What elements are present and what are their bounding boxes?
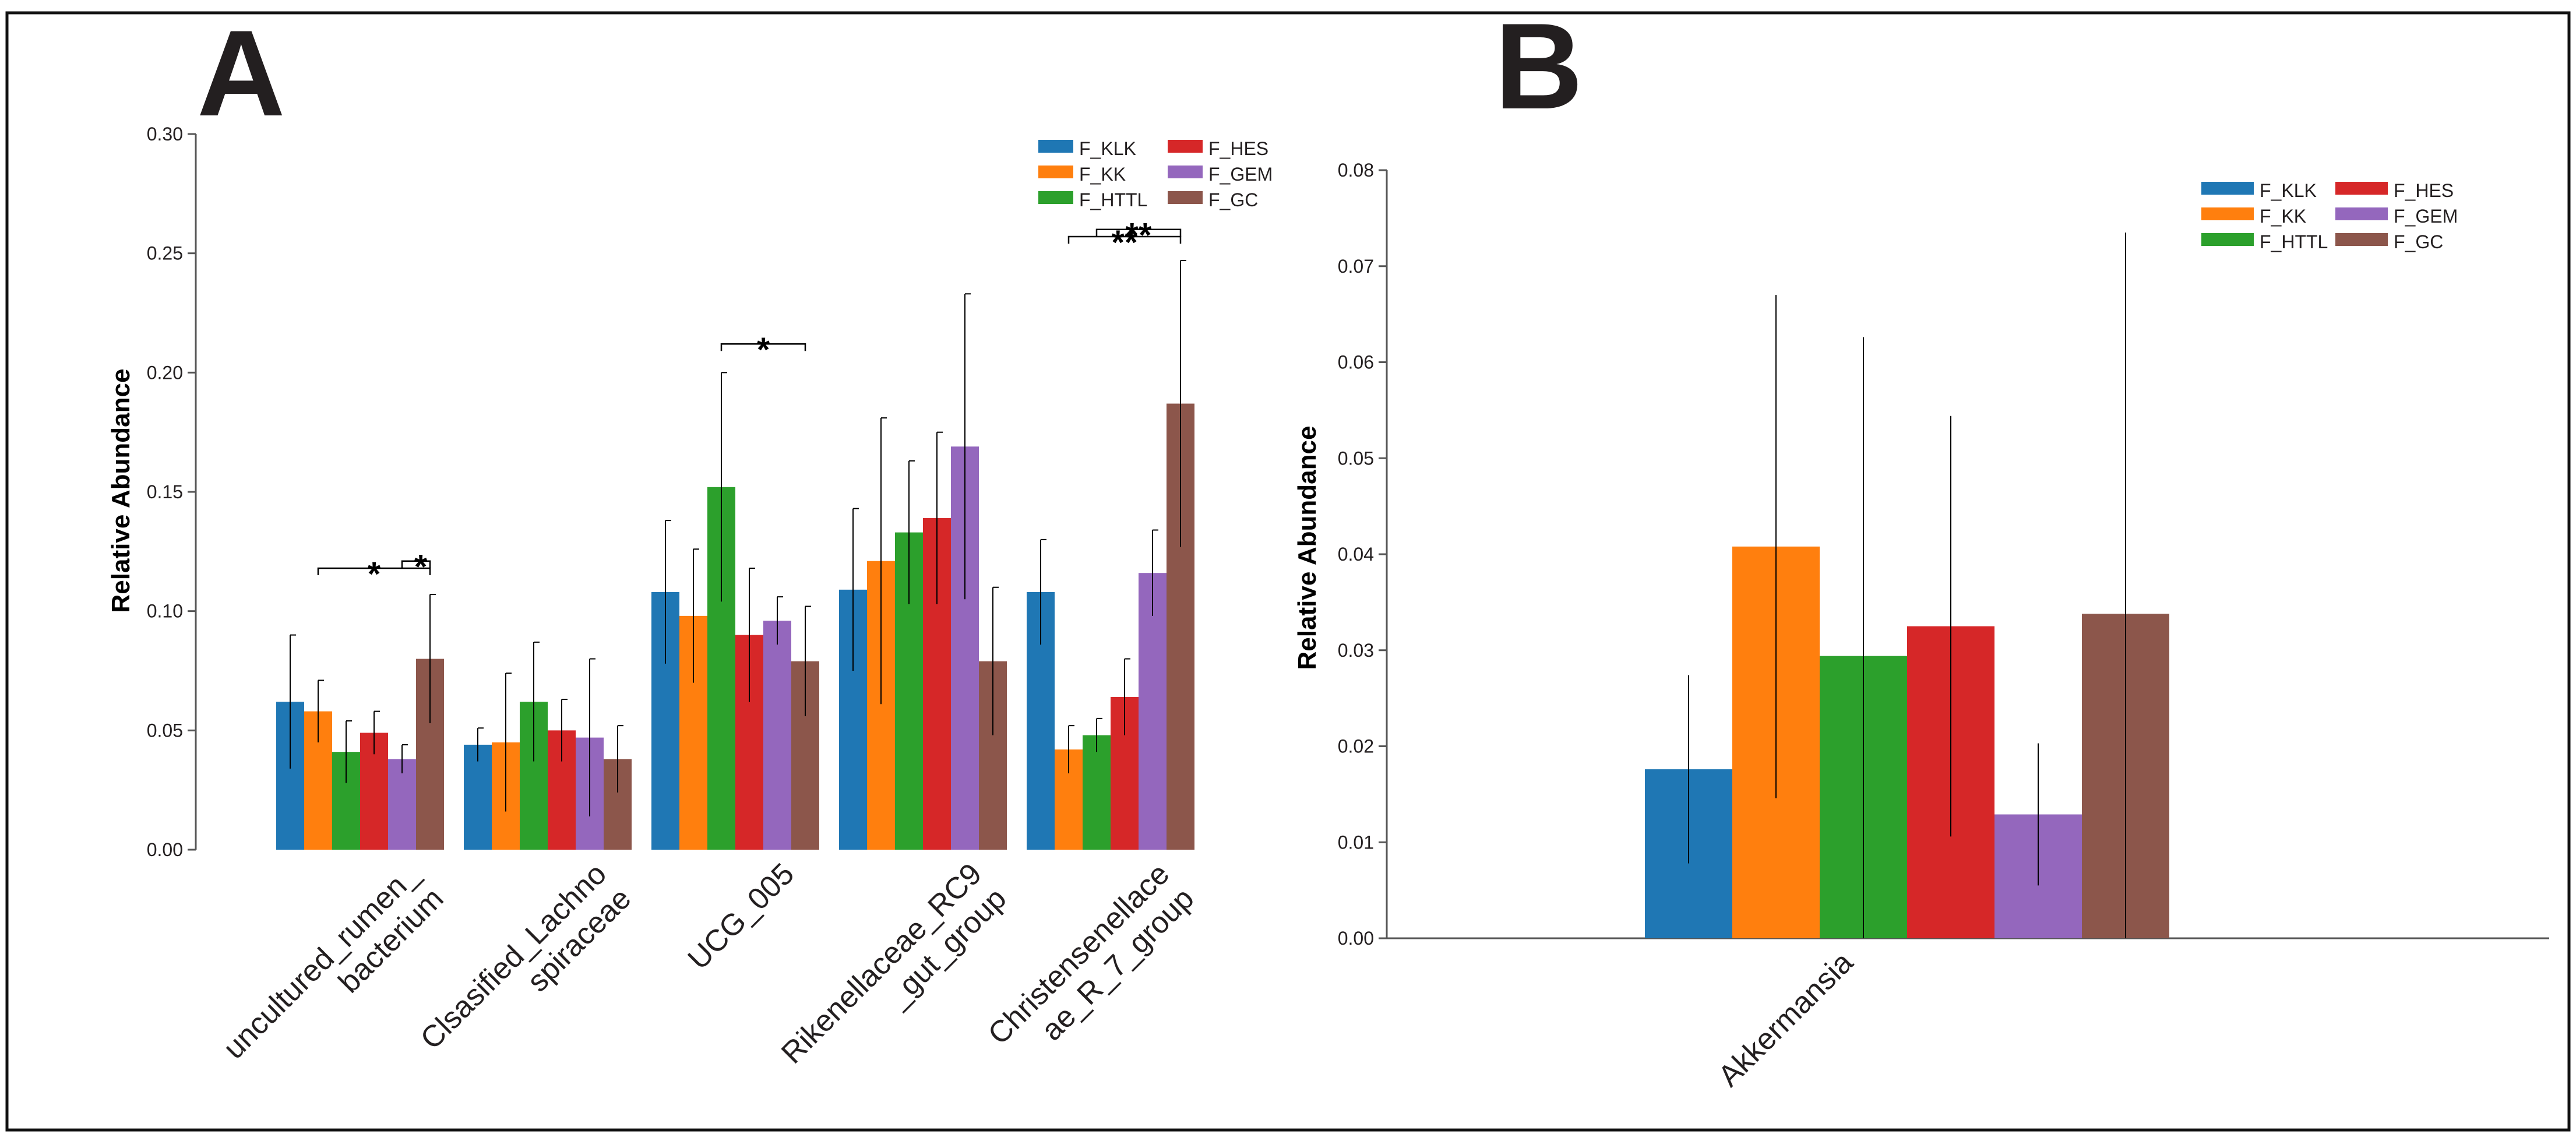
legend-label-f-hes: F_HES (2394, 180, 2454, 201)
legend-swatch-f-hes (1168, 140, 1203, 153)
legend-swatch-f-httl (1038, 191, 1073, 204)
panel-letter-a: A (197, 5, 286, 142)
legend-swatch-f-hes (2335, 182, 2388, 195)
bar-f-gem (763, 621, 791, 850)
legend-swatch-f-gc (1168, 191, 1203, 204)
legend-label-f-gem: F_GEM (1208, 164, 1273, 185)
panel-letter-b: B (1495, 0, 1583, 135)
y-tick-label: 0.08 (1338, 160, 1374, 181)
y-tick-label: 0.00 (1338, 928, 1374, 949)
y-tick-label: 0.06 (1338, 352, 1374, 373)
y-tick-label: 0.02 (1338, 736, 1374, 757)
legend-swatch-f-klk (1038, 140, 1073, 153)
legend-label-f-hes: F_HES (1208, 138, 1268, 159)
y-tick-label: 0.01 (1338, 832, 1374, 853)
legend-swatch-f-gem (1168, 166, 1203, 178)
legend-swatch-f-kk (2201, 207, 2254, 220)
legend-swatch-f-gc (2335, 233, 2388, 246)
y-tick-label: 0.15 (147, 481, 183, 502)
legend-label-f-klk: F_KLK (1079, 138, 1136, 159)
y-axis-label: Relative Abundance (1293, 426, 1322, 670)
panel-b: B 0.00 0.01 0.02 0.03 0.04 0.05 0.06 0.07 0.08 Rel… (1293, 0, 2549, 1093)
significance-bracket (1067, 235, 1182, 244)
legend-label-f-httl: F_HTTL (1079, 189, 1147, 210)
y-axis-label: Relative Abundance (107, 369, 135, 613)
legend-label-f-gem: F_GEM (2394, 206, 2458, 227)
legend-label-f-klk: F_KLK (2260, 180, 2317, 201)
legend-label-f-httl: F_HTTL (2260, 231, 2328, 252)
y-tick-label: 0.04 (1338, 544, 1374, 565)
significance-bracket (401, 560, 431, 568)
legend-swatch-f-httl (2201, 233, 2254, 246)
y-tick-label: 0.07 (1338, 256, 1374, 277)
y-tick-label: 0.10 (147, 601, 183, 622)
legend-swatch-f-kk (1038, 166, 1073, 178)
legend-label-f-gc: F_GC (2394, 231, 2443, 252)
significance-marker: * (368, 555, 381, 593)
y-tick-label: 0.00 (147, 839, 183, 860)
y-tick-label: 0.25 (147, 243, 183, 264)
y-tick-label: 0.30 (147, 124, 183, 145)
legend-label-f-gc: F_GC (1208, 189, 1258, 210)
significance-marker: * (757, 331, 770, 369)
significance-marker: ** (1125, 217, 1152, 255)
significance-bracket (1095, 228, 1182, 237)
legend-label-f-kk: F_KK (2260, 206, 2306, 227)
y-tick-label: 0.05 (1338, 448, 1374, 469)
bar-f-gem (388, 759, 416, 850)
bar-f-httl (1083, 735, 1111, 850)
legend-swatch-f-klk (2201, 182, 2254, 195)
legend-swatch-f-gem (2335, 207, 2388, 220)
y-tick-label: 0.03 (1338, 640, 1374, 661)
y-tick-label: 0.05 (147, 720, 183, 741)
significance-bracket (317, 567, 431, 575)
figure-border (5, 11, 2571, 1132)
bar-f-klk (464, 744, 492, 850)
legend-label-f-kk: F_KK (1079, 164, 1126, 185)
bar-f-gem (1139, 573, 1167, 850)
y-tick-label: 0.20 (147, 362, 183, 383)
significance-marker: * (414, 548, 428, 586)
significance-bracket (720, 343, 806, 351)
